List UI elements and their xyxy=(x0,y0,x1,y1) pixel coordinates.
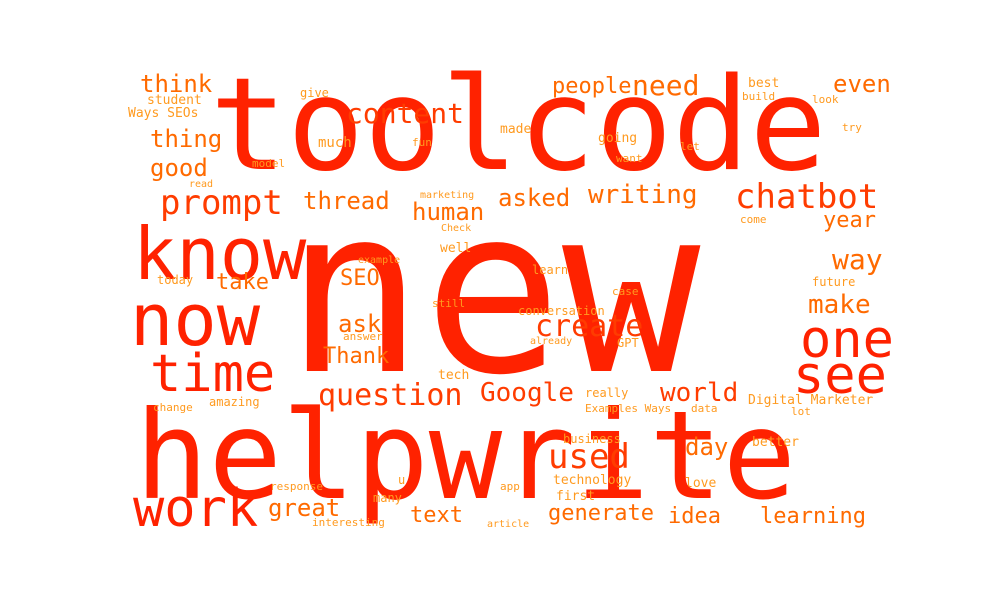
word-read: read xyxy=(189,179,214,190)
word-much: much xyxy=(318,135,352,151)
word-still: still xyxy=(432,297,466,310)
word-already: already xyxy=(530,336,573,347)
word-used: used xyxy=(548,437,630,477)
word-think: think xyxy=(140,70,213,98)
word-future: future xyxy=(812,275,856,289)
word-see: see xyxy=(793,346,887,406)
word-marketing: marketing xyxy=(420,190,475,201)
word-thread: thread xyxy=(303,187,390,215)
word-fun: fun xyxy=(412,136,432,149)
word-content: content xyxy=(346,97,465,130)
word-gpt: GPT xyxy=(617,336,639,350)
word-helpwrite: helpwrite xyxy=(135,385,797,527)
word-generate: generate xyxy=(548,501,654,526)
word-best: best xyxy=(748,76,780,91)
word-tech: tech xyxy=(438,368,470,383)
word-amazing: amazing xyxy=(209,395,260,409)
word-create: create xyxy=(535,309,644,344)
word-year: year xyxy=(823,208,876,233)
word-build: build xyxy=(742,90,776,103)
word-give: give xyxy=(300,86,329,100)
word-going: going xyxy=(598,131,638,146)
word-time: time xyxy=(150,344,276,404)
word-made: made xyxy=(500,122,532,137)
word-take: take xyxy=(216,270,269,295)
word-first: first xyxy=(556,489,596,504)
word-world: world xyxy=(660,378,739,408)
word-u: u xyxy=(398,473,406,487)
word-even: even xyxy=(833,70,891,98)
word-check: Check xyxy=(441,223,472,234)
word-text: text xyxy=(410,503,463,528)
word-data: data xyxy=(691,402,718,415)
word-love: love xyxy=(685,476,717,491)
word-example: example xyxy=(358,255,401,266)
word-student: student xyxy=(147,93,202,108)
word-now: now xyxy=(130,278,261,362)
word-chatbot: chatbot xyxy=(735,177,879,217)
word-technology: technology xyxy=(553,473,632,488)
word-interesting: interesting xyxy=(312,516,385,529)
word-better: better xyxy=(752,435,799,450)
word-change: change xyxy=(153,401,193,414)
word-business: business xyxy=(563,432,621,446)
word-one: one xyxy=(800,310,894,370)
word-ways-seos: Ways SEOs xyxy=(128,106,199,121)
word-examples-ways: Examples Ways xyxy=(585,402,672,415)
word-great: great xyxy=(268,494,341,522)
word-come: come xyxy=(740,213,767,226)
word-need: need xyxy=(632,69,700,102)
word-response: response xyxy=(270,480,323,493)
word-many: many xyxy=(373,491,402,505)
word-article: article xyxy=(487,519,530,530)
word-app: app xyxy=(500,480,520,493)
word-digital-marketer: Digital Marketer xyxy=(748,393,874,408)
word-way: way xyxy=(832,243,883,276)
word-answer: answer xyxy=(343,330,383,343)
word-ask: ask xyxy=(338,310,382,338)
word-let: let xyxy=(680,140,700,153)
word-lot: lot xyxy=(791,405,811,418)
word-work: work xyxy=(133,479,259,539)
word-want: want xyxy=(616,152,643,165)
word-question: question xyxy=(318,378,463,413)
word-google: Google xyxy=(480,378,574,408)
word-know: know xyxy=(133,212,307,296)
word-learn: learn xyxy=(532,263,569,277)
word-good: good xyxy=(150,154,208,182)
word-make: make xyxy=(808,290,871,320)
word-learning: learning xyxy=(760,504,866,529)
word-look: look xyxy=(812,93,839,106)
word-prompt: prompt xyxy=(160,183,283,223)
word-people: people xyxy=(552,74,632,99)
word-toolcode: toolcode xyxy=(210,51,827,200)
word-asked: asked xyxy=(498,184,571,212)
word-try: try xyxy=(842,121,862,134)
word-thank: Thank xyxy=(323,344,390,369)
word-day: day xyxy=(685,433,729,461)
word-new: new xyxy=(285,159,701,426)
word-really: really xyxy=(585,386,629,400)
word-idea: idea xyxy=(668,504,721,529)
word-writing: writing xyxy=(588,180,698,210)
word-case: case xyxy=(612,285,639,298)
word-seo: SEO xyxy=(340,266,380,291)
word-well: well xyxy=(440,241,472,256)
word-today: today xyxy=(157,273,194,287)
word-model: model xyxy=(252,157,286,170)
word-conversation: conversation xyxy=(518,304,605,318)
word-human: human xyxy=(412,198,485,226)
word-thing: thing xyxy=(150,125,223,153)
